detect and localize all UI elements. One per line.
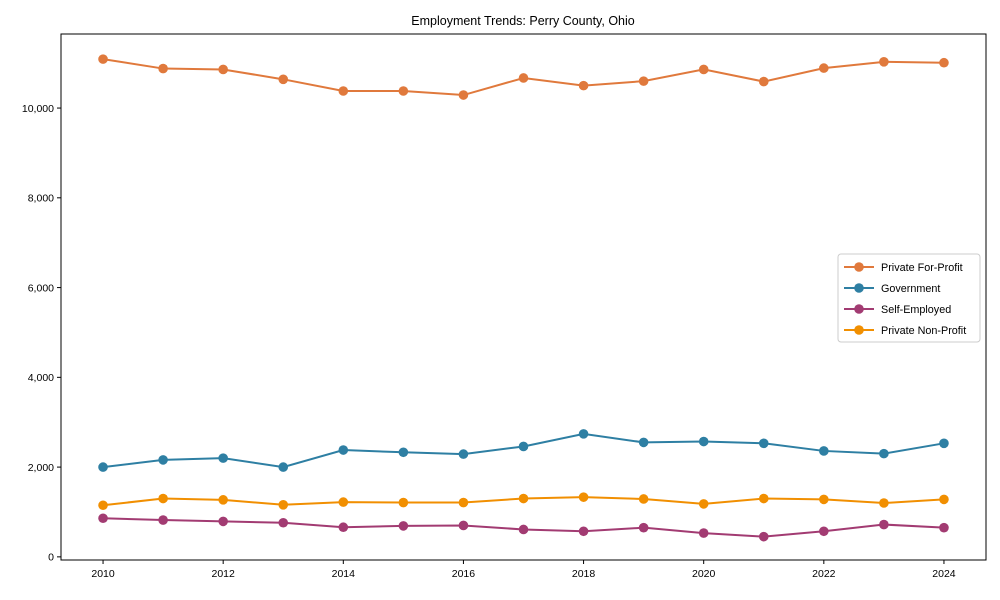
data-point-marker — [819, 494, 829, 505]
legend-label: Self-Employed — [881, 304, 951, 316]
data-point-marker — [158, 455, 168, 465]
x-tick-label: 2010 — [91, 568, 115, 580]
y-tick-label: 6,000 — [28, 282, 54, 294]
data-point-marker — [819, 63, 829, 73]
data-point-marker — [398, 521, 409, 531]
x-tick-label: 2014 — [332, 568, 356, 580]
data-point-marker — [879, 498, 889, 508]
data-point-marker — [819, 446, 829, 456]
data-point-marker — [278, 517, 289, 528]
x-tick-label: 2024 — [932, 568, 956, 580]
data-point-marker — [879, 448, 889, 459]
data-point-marker — [458, 520, 469, 531]
data-point-marker — [278, 462, 289, 472]
legend-label: Government — [881, 283, 940, 295]
data-point-marker — [218, 495, 228, 505]
data-point-marker — [638, 76, 649, 86]
data-point-marker — [218, 453, 228, 463]
data-point-marker — [338, 445, 349, 455]
legend-marker — [854, 325, 864, 335]
axis-ticks: 0 2,000 4,000 6,000 8,000 10,000 2010 2012 2014 2… — [22, 103, 956, 580]
data-point-marker — [218, 64, 228, 75]
data-point-marker — [98, 54, 108, 64]
data-point-marker — [338, 497, 349, 507]
y-tick-label: 8,000 — [28, 193, 54, 205]
y-tick-label: 2,000 — [28, 462, 54, 474]
legend-marker — [854, 283, 864, 293]
legend-item: Private Non-Profit — [844, 325, 966, 337]
x-tick-label: 2018 — [572, 568, 596, 580]
y-tick-label: 4,000 — [28, 372, 54, 384]
data-point-marker — [578, 429, 589, 439]
legend-label: Private For-Profit — [881, 262, 963, 274]
data-point-marker — [638, 522, 649, 533]
data-point-marker — [98, 513, 108, 524]
data-point-marker — [698, 528, 709, 538]
data-point-marker — [758, 76, 769, 87]
data-point-marker — [458, 90, 469, 100]
legend-box — [837, 253, 981, 343]
data-point-marker — [518, 493, 529, 504]
data-point-marker — [398, 497, 409, 508]
data-point-marker — [758, 531, 769, 542]
legend-item: Government — [844, 283, 940, 295]
chart-title: Employment Trends: Perry County, Ohio — [411, 14, 635, 28]
data-point-marker — [398, 86, 409, 96]
legend: Private For-Profit Government Self-Employe… — [837, 253, 981, 343]
data-point-marker — [158, 493, 168, 504]
data-point-marker — [578, 80, 589, 91]
x-tick-label: 2022 — [812, 568, 836, 580]
x-tick-label: 2016 — [452, 568, 476, 580]
data-point-marker — [939, 438, 949, 449]
legend-item: Self-Employed — [844, 304, 951, 316]
data-point-marker — [278, 499, 289, 510]
data-point-marker — [518, 524, 529, 535]
data-point-marker — [218, 516, 228, 527]
data-point-marker — [698, 499, 709, 509]
data-point-marker — [158, 515, 168, 525]
data-point-marker — [939, 494, 949, 505]
data-point-marker — [338, 86, 349, 96]
data-point-marker — [939, 57, 949, 68]
data-point-marker — [158, 63, 168, 74]
x-tick-label: 2020 — [692, 568, 716, 580]
data-point-marker — [819, 526, 829, 537]
data-point-marker — [518, 441, 529, 452]
legend-label: Private Non-Profit — [881, 325, 966, 337]
data-point-marker — [698, 64, 709, 75]
y-tick-label: 0 — [48, 552, 54, 564]
legend-marker — [854, 304, 864, 314]
data-point-marker — [879, 519, 889, 530]
legend-item: Private For-Profit — [844, 262, 963, 274]
y-tick-label: 10,000 — [22, 103, 54, 115]
data-point-marker — [458, 497, 469, 508]
data-point-marker — [879, 57, 889, 67]
data-point-marker — [758, 493, 769, 504]
data-point-marker — [458, 449, 469, 459]
data-point-marker — [638, 494, 649, 504]
data-point-marker — [518, 73, 529, 83]
data-point-marker — [758, 438, 769, 449]
data-point-marker — [578, 526, 589, 537]
data-point-marker — [578, 492, 589, 502]
data-point-marker — [939, 522, 949, 533]
plot-border — [60, 33, 987, 561]
x-tick-label: 2012 — [211, 568, 235, 580]
data-point-marker — [638, 437, 649, 448]
data-point-marker — [398, 447, 409, 458]
data-point-marker — [338, 522, 349, 533]
data-point-marker — [98, 462, 108, 472]
series-layer — [98, 54, 949, 542]
data-point-marker — [698, 436, 709, 447]
data-point-marker — [98, 500, 108, 511]
legend-marker — [854, 262, 864, 272]
data-point-marker — [278, 74, 289, 85]
